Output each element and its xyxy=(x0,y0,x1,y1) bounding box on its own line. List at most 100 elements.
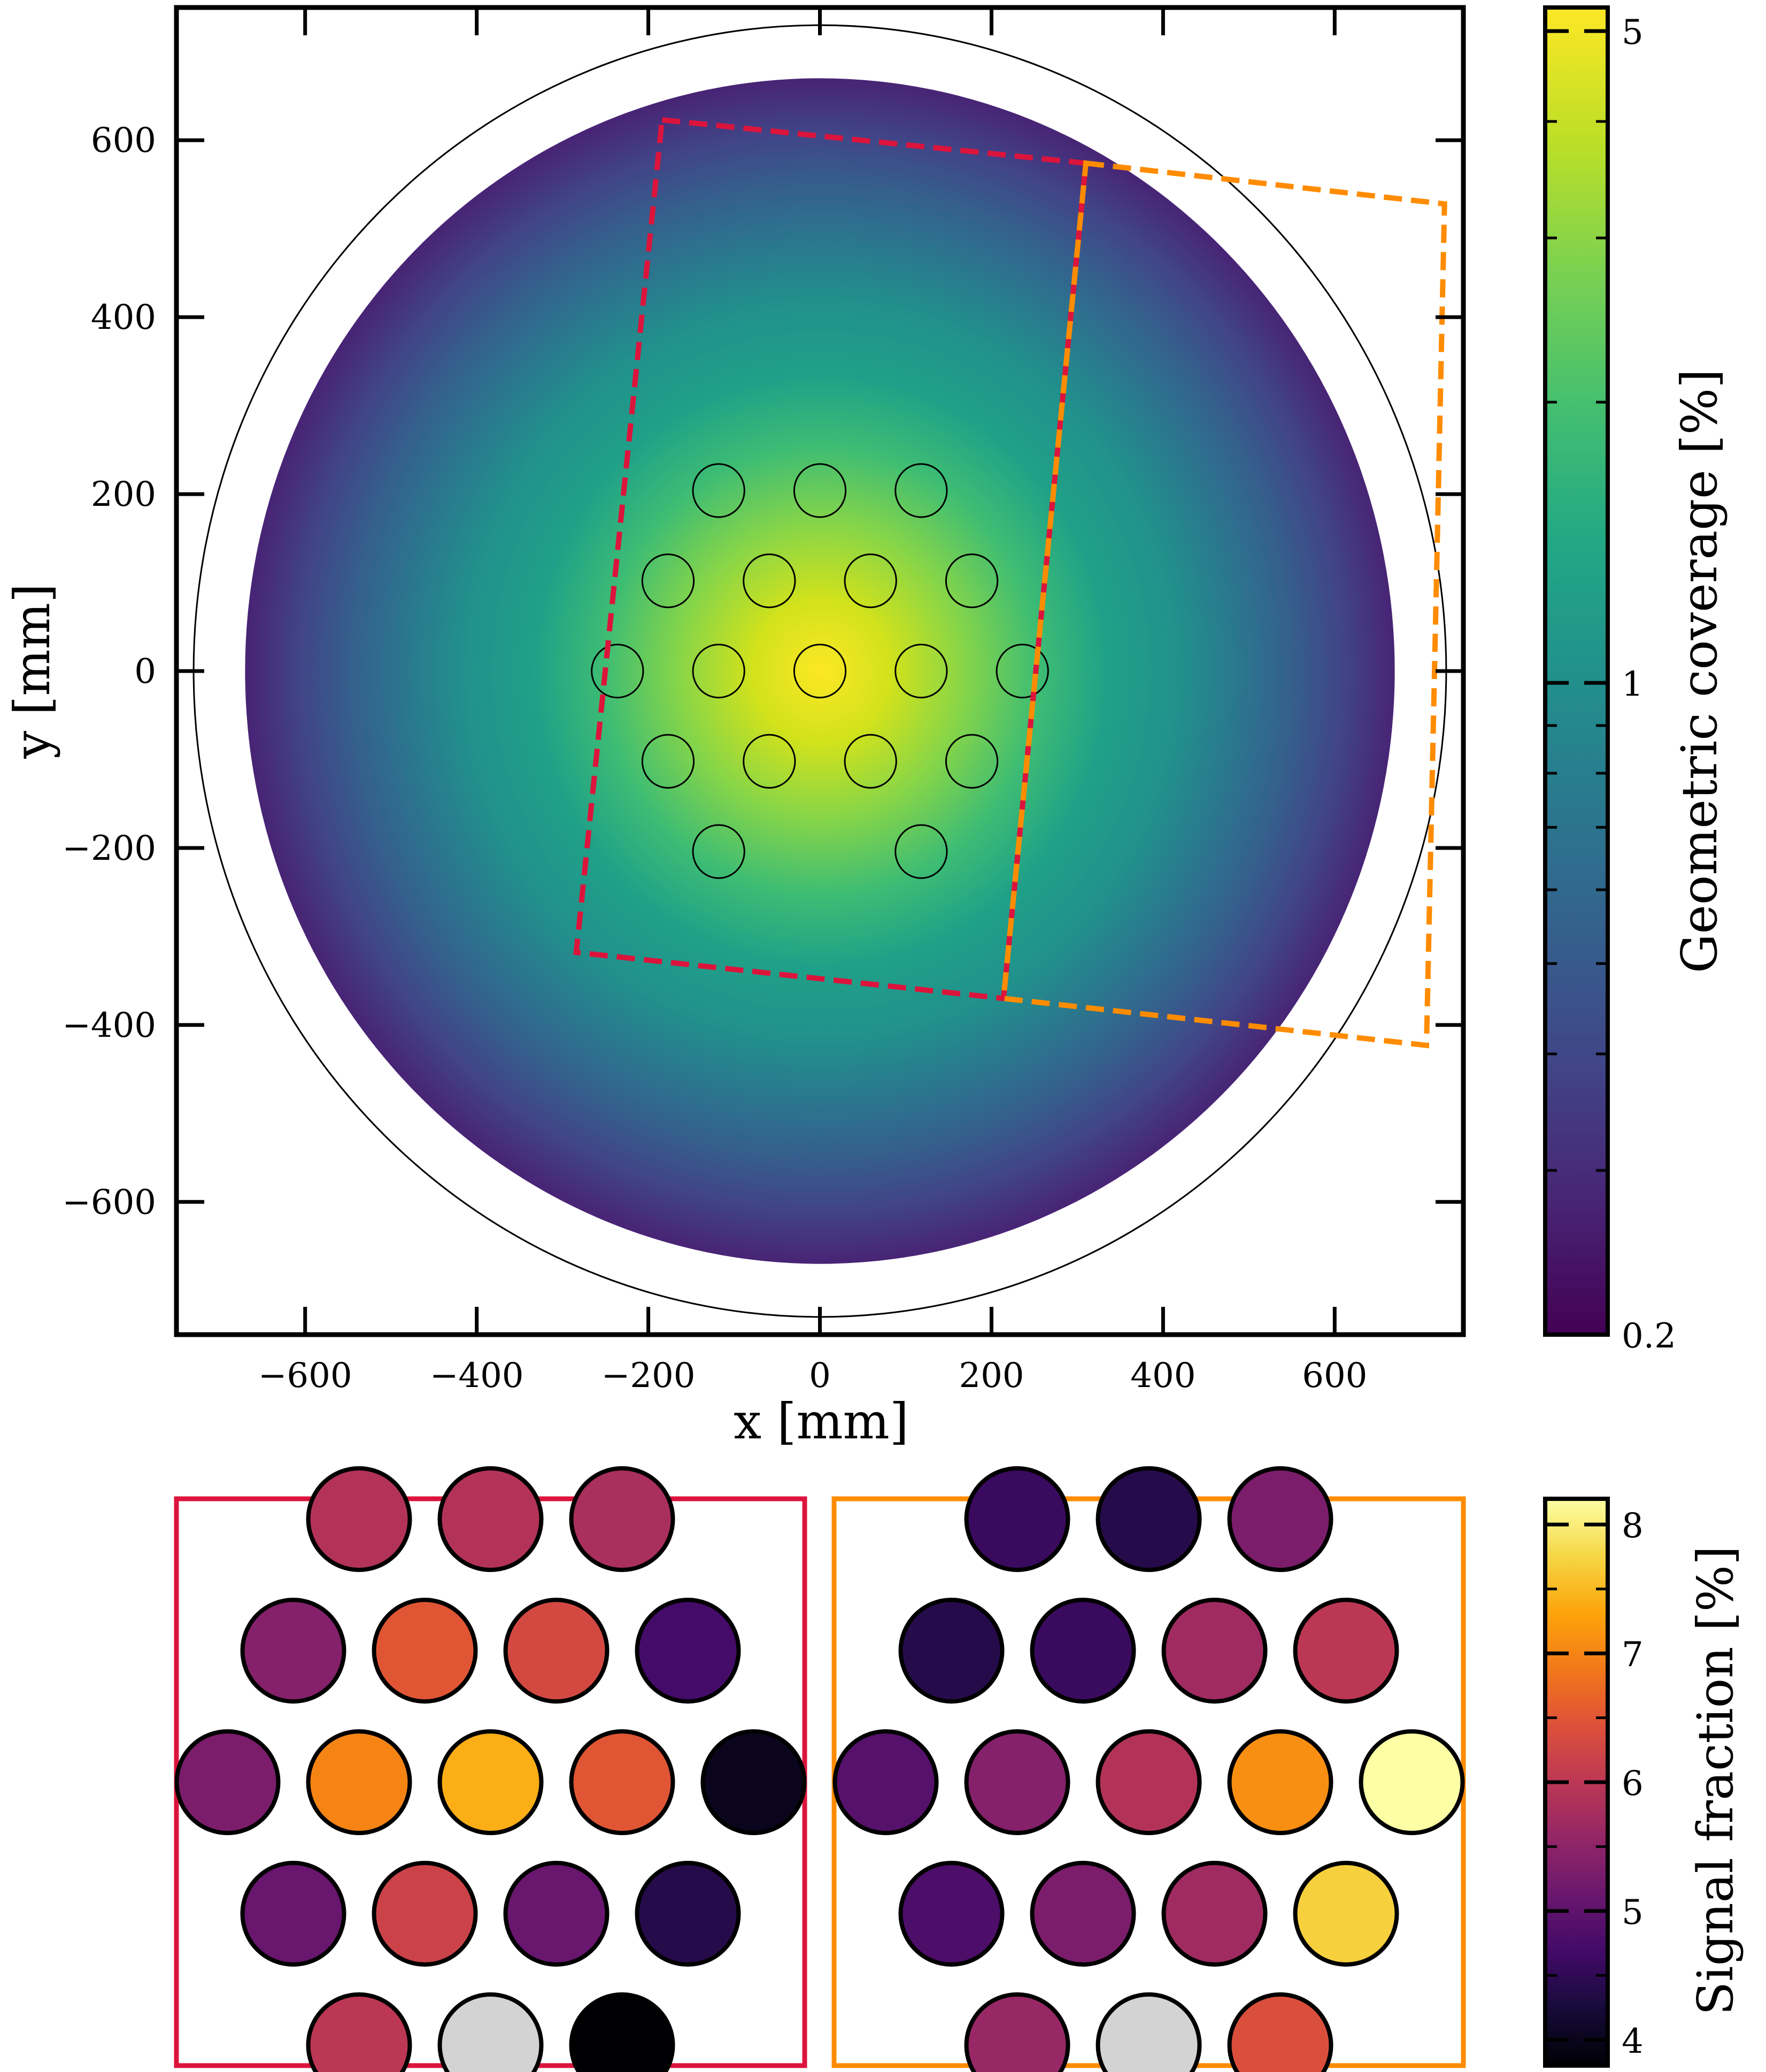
red-sensor-r4-c1 xyxy=(437,1992,544,2072)
ytick-label-4: 200 xyxy=(91,475,156,514)
cbar2-tick-label-1: 5 xyxy=(1622,1893,1644,1932)
ytick-label-1: −400 xyxy=(62,1006,156,1045)
cbar2-tick-label-3: 7 xyxy=(1622,1635,1644,1675)
red-sensor-r3-c1 xyxy=(372,1861,478,1967)
coverage-colorbar: 0.2 1 5 Geometric coverage [%] xyxy=(1543,5,1728,1356)
y-axis-label: y [mm] xyxy=(4,583,61,759)
xtick-label-5: 400 xyxy=(1130,1356,1196,1396)
sensor-outline-7 xyxy=(591,643,644,699)
red-sensor-r2-c4 xyxy=(700,1729,807,1835)
orange-sensor-r1-c0 xyxy=(898,1598,1005,1704)
orange-sensor-r4-c0 xyxy=(964,1992,1070,2072)
coverage-colorbar-label: Geometric coverage [%] xyxy=(1671,369,1728,973)
signal-panel-orange xyxy=(831,1466,1466,2072)
sensor-outline-5 xyxy=(844,553,897,608)
y-ticks: −600 −400 −200 0 200 400 600 xyxy=(62,121,1463,1222)
orange-panel-sensors xyxy=(832,1466,1465,2072)
orange-sensor-r2-c3 xyxy=(1227,1729,1333,1835)
xtick-label-0: −600 xyxy=(258,1356,352,1396)
red-panel-sensors xyxy=(174,1466,807,2072)
sensor-outline-6 xyxy=(945,553,999,608)
sensor-outline-0 xyxy=(692,463,745,518)
x-ticks: −600 −400 −200 0 200 400 600 xyxy=(258,7,1367,1396)
red-sensor-r1-c3 xyxy=(635,1598,741,1704)
orange-sensor-r3-c3 xyxy=(1293,1861,1399,1967)
red-sensor-r4-c0 xyxy=(306,1992,412,2072)
red-sensor-r0-c0 xyxy=(306,1466,412,1572)
coverage-disk xyxy=(245,78,1395,1264)
orange-sensor-r3-c1 xyxy=(1030,1861,1136,1967)
orange-sensor-r3-c2 xyxy=(1161,1861,1268,1967)
signal-panel-red xyxy=(174,1466,807,2072)
orange-sensor-r0-c0 xyxy=(964,1466,1070,1572)
xtick-label-4: 200 xyxy=(959,1356,1024,1396)
coverage-colorbar-frame xyxy=(1543,5,1610,1337)
red-sensor-r2-c2 xyxy=(437,1729,544,1835)
sensor-outline-3 xyxy=(641,553,695,608)
sensor-outline-13 xyxy=(743,734,796,789)
coverage-colorbar-gradient xyxy=(1545,7,1608,1335)
cbar1-tick-label-2: 5 xyxy=(1622,13,1644,52)
ytick-label-0: −600 xyxy=(62,1183,156,1222)
orange-sensor-r4-c1 xyxy=(1096,1992,1202,2072)
orange-sensor-r4-c2 xyxy=(1227,1992,1333,2072)
red-sensor-r0-c1 xyxy=(437,1466,544,1572)
xtick-label-3: 0 xyxy=(809,1356,831,1396)
signal-colorbar-label: Signal fraction [%] xyxy=(1687,1546,1744,2015)
red-sensor-r3-c3 xyxy=(635,1861,741,1967)
sensor-outline-11 xyxy=(996,643,1049,699)
orange-sensor-r1-c1 xyxy=(1030,1598,1136,1704)
sensor-outline-12 xyxy=(641,734,695,789)
orange-footprint xyxy=(1000,160,1447,1049)
cbar2-tick-label-2: 6 xyxy=(1622,1764,1644,1804)
cbar2-tick-label-0: 4 xyxy=(1622,2022,1644,2061)
red-sensor-r3-c2 xyxy=(503,1861,610,1967)
ytick-label-3: 0 xyxy=(134,652,156,691)
red-sensor-r1-c0 xyxy=(240,1598,346,1704)
ytick-label-6: 600 xyxy=(91,121,156,160)
ytick-label-5: 400 xyxy=(91,298,156,337)
red-sensor-r1-c1 xyxy=(372,1598,478,1704)
orange-sensor-r2-c2 xyxy=(1096,1729,1202,1835)
cbar1-tick-label-0: 0.2 xyxy=(1622,1316,1676,1356)
footprints xyxy=(573,117,1447,1049)
signal-colorbar-frame xyxy=(1543,1497,1610,2068)
xtick-label-1: −400 xyxy=(430,1356,524,1396)
sensor-outline-14 xyxy=(844,734,897,789)
red-sensor-r2-c0 xyxy=(174,1729,281,1835)
sensor-outline-2 xyxy=(894,463,948,518)
cbar1-tick-label-1: 1 xyxy=(1622,665,1644,704)
xtick-label-6: 600 xyxy=(1302,1356,1367,1396)
sensor-outline-15 xyxy=(945,734,999,789)
x-axis-label: x [mm] xyxy=(734,1393,908,1450)
sensor-outline-1 xyxy=(793,463,847,518)
orange-sensor-r3-c0 xyxy=(898,1861,1005,1967)
coverage-map-axes: −600 −400 −200 0 200 400 600 −600 −400 −200 0 200 4… xyxy=(4,5,1466,1450)
signal-colorbar: 4 5 6 7 8 Signal fraction [%] xyxy=(1543,1497,1744,2068)
red-sensor-r3-c0 xyxy=(240,1861,346,1967)
orange-sensor-r1-c3 xyxy=(1293,1598,1399,1704)
red-sensor-r1-c2 xyxy=(503,1598,610,1704)
red-sensor-r2-c3 xyxy=(569,1729,675,1835)
orange-sensor-r2-c1 xyxy=(964,1729,1070,1835)
ytick-label-2: −200 xyxy=(62,829,156,868)
orange-sensor-r0-c2 xyxy=(1227,1466,1333,1572)
sensor-outline-16 xyxy=(692,824,745,879)
red-footprint xyxy=(573,117,1089,1002)
xtick-label-2: −200 xyxy=(601,1356,696,1396)
orange-sensor-r2-c4 xyxy=(1359,1729,1465,1835)
sensor-outline-4 xyxy=(743,553,796,608)
orange-sensor-r2-c0 xyxy=(832,1729,939,1835)
red-sensor-r2-c1 xyxy=(306,1729,412,1835)
sensor-outlines xyxy=(591,463,1049,879)
sensor-outline-8 xyxy=(692,643,745,699)
orange-sensor-r0-c1 xyxy=(1096,1466,1202,1572)
sensor-outline-17 xyxy=(894,824,948,879)
cbar2-tick-label-4: 8 xyxy=(1622,1506,1644,1546)
red-sensor-r0-c2 xyxy=(569,1466,675,1572)
sensor-outline-10 xyxy=(894,643,948,699)
red-sensor-r4-c2 xyxy=(569,1992,675,2072)
orange-sensor-r1-c2 xyxy=(1161,1598,1268,1704)
sensor-outline-9 xyxy=(793,643,847,699)
